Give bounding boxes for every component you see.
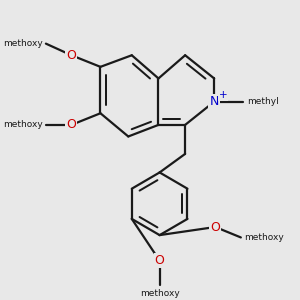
Text: methoxy: methoxy: [3, 39, 42, 48]
Text: O: O: [155, 254, 165, 267]
Text: methoxy: methoxy: [3, 120, 42, 129]
Text: methoxy: methoxy: [244, 233, 284, 242]
Text: methoxy: methoxy: [140, 289, 179, 298]
Text: O: O: [210, 220, 220, 233]
Text: +: +: [219, 90, 227, 100]
Text: O: O: [67, 49, 76, 62]
Text: methyl: methyl: [247, 97, 278, 106]
Text: N: N: [209, 95, 219, 108]
Text: O: O: [67, 118, 76, 131]
